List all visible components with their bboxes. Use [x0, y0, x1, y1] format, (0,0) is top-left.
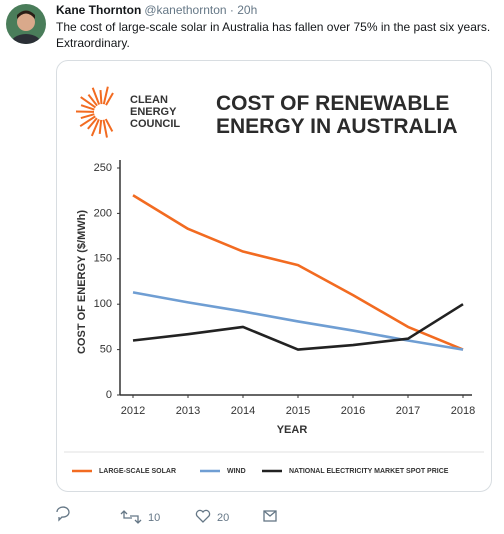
logo-ray — [80, 104, 95, 111]
y-tick-label: 0 — [106, 389, 112, 401]
x-tick-label: 2018 — [451, 405, 475, 417]
logo-text: CLEAN — [130, 94, 168, 106]
logo-ray — [80, 96, 97, 109]
logo-ray — [104, 118, 114, 132]
logo-text: COUNCIL — [130, 118, 180, 130]
y-tick-label: 200 — [94, 207, 112, 219]
series-line — [132, 303, 464, 351]
avatar-face — [17, 13, 35, 31]
y-tick-label: 150 — [94, 253, 112, 265]
logo-ray — [79, 115, 96, 127]
logo-ray — [90, 118, 100, 137]
series-line — [132, 291, 464, 351]
y-tick-label: 50 — [100, 344, 112, 356]
reply-icon[interactable] — [56, 506, 70, 522]
logo-ray — [105, 92, 114, 106]
retweet-count: 10 — [148, 512, 160, 524]
y-tick-label: 250 — [94, 162, 112, 174]
x-tick-label: 2013 — [176, 405, 200, 417]
logo-ray — [102, 119, 108, 138]
x-tick-label: 2012 — [121, 405, 145, 417]
logo-text: ENERGY — [130, 106, 177, 118]
message-flap — [263, 510, 277, 517]
avatar-hair — [17, 10, 35, 19]
y-tick-label: 100 — [94, 298, 112, 310]
logo-ray — [87, 117, 98, 130]
x-axis-title: YEAR — [277, 424, 308, 436]
y-axis-title: COST OF ENERGY ($/MWh) — [76, 210, 88, 354]
logo-ray — [98, 119, 103, 134]
logo-ray — [102, 86, 109, 105]
author-handle[interactable]: @kanethornton · 20h — [144, 3, 258, 17]
author-name[interactable]: Kane Thornton — [56, 3, 142, 17]
retweet-icon[interactable] — [120, 510, 142, 524]
logo-ray — [80, 113, 95, 120]
actions — [56, 506, 277, 524]
legend-label: NATIONAL ELECTRICITY MARKET SPOT PRICE — [289, 468, 449, 475]
series-line — [132, 194, 464, 351]
message-icon[interactable] — [263, 510, 277, 522]
legend-label: WIND — [227, 468, 246, 475]
avatar-body — [10, 34, 42, 44]
image-card[interactable] — [56, 60, 492, 492]
logo-ray — [87, 94, 98, 107]
like-count: 20 — [217, 512, 229, 524]
tweet-text: The cost of large-scale solar in Austral… — [56, 20, 491, 50]
x-tick-label: 2015 — [286, 405, 310, 417]
legend-label: LARGE-SCALE SOLAR — [99, 468, 176, 475]
logo-ray — [91, 87, 101, 105]
like-icon[interactable] — [195, 509, 211, 523]
logo-ray — [99, 89, 103, 105]
author[interactable]: Kane Thornton @kanethornton · 20h — [56, 3, 257, 17]
x-tick-label: 2014 — [231, 405, 255, 417]
chart-title: COST OF RENEWABLE ENERGY IN AUSTRALIA — [216, 92, 458, 138]
x-tick-label: 2016 — [341, 405, 365, 417]
avatar[interactable] — [6, 4, 46, 56]
x-tick-label: 2017 — [396, 405, 420, 417]
